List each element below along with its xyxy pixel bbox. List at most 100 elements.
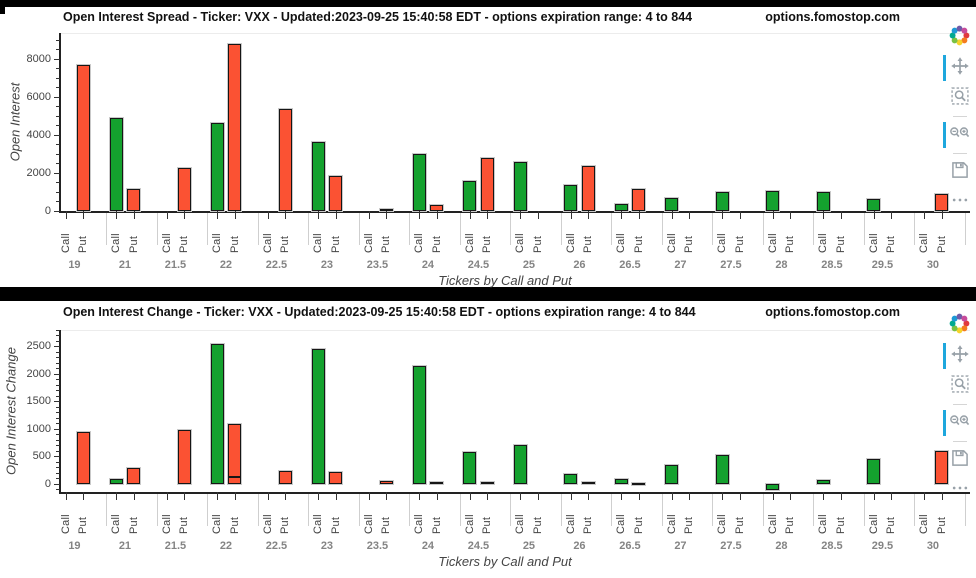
- group-separator: [409, 494, 411, 526]
- bar-put-23[interactable]: [329, 472, 343, 484]
- modebar-pan-button[interactable]: [942, 55, 972, 81]
- bar-put-19[interactable]: [76, 431, 90, 484]
- bar-call-21[interactable]: [109, 479, 123, 484]
- modebar-more-button[interactable]: [948, 478, 972, 502]
- bar-put-23.5[interactable]: [379, 480, 393, 484]
- modebar-plotly-logo-button[interactable]: [948, 313, 972, 338]
- bar-put-21[interactable]: [127, 467, 141, 484]
- bar-call-23[interactable]: [311, 349, 325, 484]
- bar-put-24[interactable]: [430, 482, 444, 485]
- strike-label-22.5: 22.5: [265, 259, 288, 271]
- y-minor-tick: [56, 49, 60, 51]
- group-separator: [712, 494, 714, 526]
- group-separator: [813, 494, 815, 526]
- bar-call-28[interactable]: [766, 483, 780, 491]
- save-icon: [950, 448, 970, 473]
- bar-call-26[interactable]: [564, 185, 578, 211]
- bar-put-23.5[interactable]: [379, 208, 393, 211]
- bar-label-call: Call: [665, 233, 678, 253]
- bar-call-27[interactable]: [665, 198, 679, 211]
- chart-title-change: Open Interest Change - Ticker: VXX - Upd…: [63, 305, 696, 319]
- bar-call-27.5[interactable]: [715, 191, 729, 211]
- modebar-save-button[interactable]: [948, 448, 972, 472]
- bar-put-24[interactable]: [430, 204, 444, 211]
- bar-put-30[interactable]: [935, 194, 949, 211]
- bar-label-put: Put: [531, 516, 544, 534]
- bar-put-26.5[interactable]: [632, 482, 646, 485]
- x-tick: [335, 211, 337, 219]
- y-axis-title: Open Interest: [7, 82, 23, 162]
- bar-call-26.5[interactable]: [614, 479, 628, 484]
- y-minor-tick: [56, 163, 60, 165]
- y-axis-line: [59, 33, 61, 211]
- bar-put-21[interactable]: [127, 189, 141, 211]
- modebar-more-button[interactable]: [948, 190, 972, 214]
- x-axis-line: [59, 211, 970, 213]
- bar-put-24.5[interactable]: [480, 482, 494, 485]
- bar-label-call: Call: [766, 514, 779, 534]
- bar-call-28[interactable]: [766, 191, 780, 211]
- bar-call-26[interactable]: [564, 473, 578, 484]
- bar-call-29.5[interactable]: [867, 198, 881, 211]
- bar-label-call: Call: [362, 514, 375, 534]
- bar-put-26.5[interactable]: [632, 188, 646, 211]
- bar-put-22[interactable]: [228, 44, 242, 211]
- bar-call-24[interactable]: [412, 153, 426, 211]
- bar-put-30[interactable]: [935, 450, 949, 484]
- bar-call-29.5[interactable]: [867, 459, 881, 484]
- bar-put-22[interactable]: [228, 423, 242, 484]
- bar-put-26[interactable]: [581, 165, 595, 211]
- bar-call-25[interactable]: [513, 162, 527, 211]
- modebar-box-select-button[interactable]: [948, 86, 972, 110]
- y-tick-label: 2000: [26, 367, 51, 380]
- bar-label-call: Call: [413, 514, 426, 534]
- bar-put-22.5[interactable]: [278, 471, 292, 484]
- bar-put-21.5[interactable]: [177, 168, 191, 211]
- modebar-pan-button[interactable]: [942, 343, 972, 369]
- bar-put-21.5[interactable]: [177, 429, 191, 484]
- y-tick-label: 4000: [26, 128, 51, 141]
- x-tick: [739, 492, 741, 500]
- bar-put-22.5[interactable]: [278, 109, 292, 211]
- bar-call-23[interactable]: [311, 141, 325, 211]
- bar-put-19[interactable]: [76, 65, 90, 211]
- more-icon: [950, 478, 970, 503]
- x-tick: [65, 492, 67, 500]
- bar-call-28.5[interactable]: [816, 479, 830, 484]
- x-axis-title: Tickers by Call and Put: [438, 273, 572, 288]
- bar-call-28.5[interactable]: [816, 191, 830, 211]
- y-minor-tick: [56, 450, 60, 452]
- modebar-plotly-logo-button[interactable]: [948, 25, 972, 50]
- modebar-zoom-in-out-button[interactable]: [942, 122, 972, 148]
- y-minor-tick: [56, 362, 60, 364]
- x-tick: [891, 211, 893, 219]
- strike-label-26.5: 26.5: [619, 259, 641, 271]
- modebar-separator: [952, 116, 967, 117]
- modebar-save-button[interactable]: [948, 160, 972, 184]
- x-tick: [234, 492, 236, 500]
- y-tick-label: 2500: [26, 340, 51, 353]
- modebar-chart-1: [942, 313, 973, 508]
- bar-call-27[interactable]: [665, 464, 679, 484]
- bar-put-24.5[interactable]: [480, 157, 494, 211]
- bar-call-24[interactable]: [412, 365, 426, 484]
- bar-call-24.5[interactable]: [463, 451, 477, 484]
- bar-label-call: Call: [59, 514, 72, 534]
- x-tick: [285, 211, 287, 219]
- bar-call-21[interactable]: [109, 117, 123, 211]
- modebar-box-select-button[interactable]: [948, 374, 972, 398]
- bar-call-27.5[interactable]: [715, 454, 729, 484]
- bar-call-24.5[interactable]: [463, 180, 477, 211]
- group-separator: [661, 494, 663, 526]
- y-minor-tick: [56, 351, 60, 353]
- bar-call-22[interactable]: [210, 123, 224, 211]
- bar-call-26.5[interactable]: [614, 204, 628, 211]
- x-tick: [772, 492, 774, 500]
- bar-label-put: Put: [632, 516, 645, 534]
- bar-call-25[interactable]: [513, 445, 527, 484]
- bar-put-23[interactable]: [329, 176, 343, 211]
- bar-call-22[interactable]: [210, 343, 224, 484]
- modebar-zoom-in-out-button[interactable]: [942, 410, 972, 436]
- bar-put-26[interactable]: [581, 481, 595, 484]
- group-separator: [661, 213, 663, 245]
